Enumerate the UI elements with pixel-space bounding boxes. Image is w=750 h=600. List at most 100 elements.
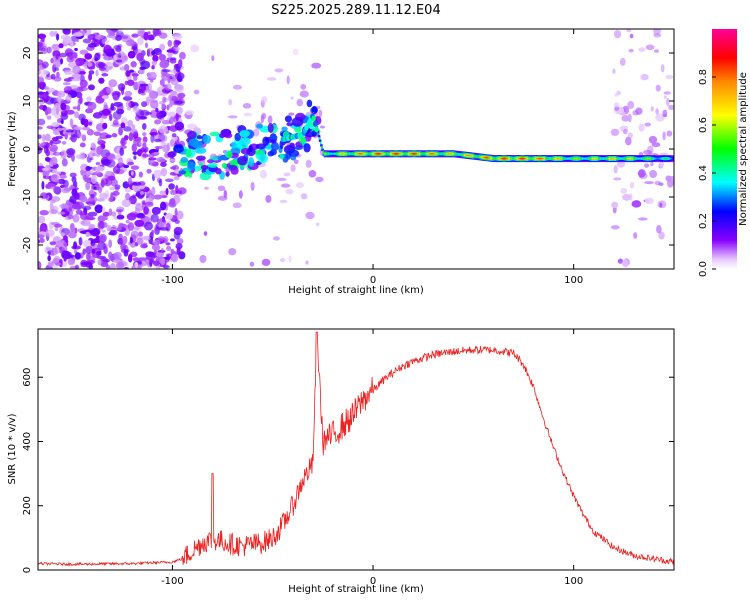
carrier-segment <box>606 157 608 160</box>
noise-speckle <box>176 74 182 82</box>
noise-speckle <box>261 112 267 120</box>
noise-speckle <box>86 170 94 175</box>
noise-speckle <box>45 229 55 237</box>
carrier-segment <box>524 157 527 160</box>
noise-speckle <box>166 49 174 53</box>
signal-blob <box>217 156 226 161</box>
noise-speckle <box>82 205 92 211</box>
noise-speckle <box>160 194 168 199</box>
noise-speckle <box>61 141 67 145</box>
noise-speckle <box>97 259 102 266</box>
noise-speckle <box>159 227 169 231</box>
carrier-segment <box>432 153 434 155</box>
carrier-segment <box>515 157 517 160</box>
noise-speckle <box>159 201 167 211</box>
spectrogram-ylabel: Frequency (Hz) <box>7 111 18 187</box>
noise-speckle <box>159 43 166 51</box>
noise-speckle <box>193 89 200 95</box>
noise-speckle <box>151 50 156 56</box>
noise-speckle <box>153 194 163 200</box>
noise-speckle <box>650 106 654 112</box>
noise-speckle <box>68 54 73 60</box>
carrier-segment <box>417 153 419 155</box>
carrier-segment <box>433 153 435 155</box>
carrier-segment <box>486 156 488 159</box>
noise-speckle <box>87 43 97 48</box>
noise-speckle <box>627 100 635 110</box>
carrier-segment <box>517 157 519 160</box>
signal-blob <box>194 147 207 154</box>
noise-speckle <box>41 134 46 142</box>
snr-line <box>38 331 674 567</box>
carrier-segment <box>519 157 522 160</box>
carrier-segment <box>410 153 412 155</box>
carrier-segment <box>627 157 629 160</box>
carrier-segment <box>428 153 430 155</box>
noise-speckle <box>153 29 162 37</box>
carrier-segment <box>451 153 453 155</box>
carrier-segment <box>586 157 588 160</box>
noise-speckle <box>178 59 183 67</box>
noise-speckle <box>85 165 91 172</box>
carrier-segment <box>444 153 446 155</box>
noise-speckle <box>293 159 299 165</box>
noise-speckle <box>637 217 648 221</box>
carrier-segment <box>568 157 570 160</box>
noise-speckle <box>300 83 307 90</box>
noise-speckle <box>90 174 97 184</box>
carrier-segment <box>429 153 432 155</box>
signal-blob <box>257 153 268 164</box>
noise-speckle <box>131 194 136 199</box>
noise-speckle <box>295 182 304 189</box>
noise-speckle <box>610 128 620 137</box>
noise-speckle <box>626 29 632 33</box>
carrier-segment <box>350 153 352 155</box>
noise-speckle <box>300 193 308 200</box>
carrier-segment <box>651 157 653 160</box>
noise-speckle <box>150 79 154 83</box>
carrier-segment <box>321 146 323 149</box>
noise-speckle <box>125 70 131 77</box>
noise-speckle <box>250 181 255 191</box>
noise-speckle <box>121 199 132 208</box>
noise-speckle <box>63 35 72 44</box>
noise-speckle <box>640 73 649 81</box>
signal-blob <box>269 135 278 140</box>
carrier-segment <box>446 153 448 155</box>
noise-speckle <box>131 124 136 130</box>
noise-speckle <box>613 165 618 174</box>
x-tick-label: 0 <box>370 576 376 587</box>
noise-speckle <box>94 34 104 40</box>
carrier-segment <box>671 157 673 160</box>
carrier-segment <box>605 157 607 160</box>
noise-speckle <box>164 178 174 183</box>
carrier-segment <box>368 153 370 155</box>
noise-speckle <box>97 220 105 230</box>
carrier-segment <box>362 153 364 155</box>
carrier-segment <box>386 153 388 155</box>
noise-speckle <box>162 96 167 103</box>
noise-speckle <box>168 94 173 101</box>
noise-speckle <box>217 185 226 192</box>
carrier-segment <box>438 153 440 155</box>
y-tick-label: -10 <box>22 189 33 205</box>
carrier-segment <box>582 157 584 160</box>
noise-speckle <box>631 200 642 208</box>
carrier-segment <box>553 157 556 160</box>
noise-speckle <box>53 59 61 69</box>
carrier-segment <box>659 157 661 160</box>
noise-speckle <box>228 247 237 256</box>
signal-blob <box>306 99 313 108</box>
noise-speckle <box>658 231 665 240</box>
y-tick-label: 0 <box>22 567 33 573</box>
carrier-segment <box>551 157 553 160</box>
noise-speckle <box>292 48 299 56</box>
carrier-segment <box>580 157 582 160</box>
carrier-segment <box>518 157 521 160</box>
carrier-segment <box>379 153 381 155</box>
noise-speckle <box>152 239 161 245</box>
noise-speckle <box>132 257 140 262</box>
noise-speckle <box>167 111 176 118</box>
noise-speckle <box>252 128 260 137</box>
noise-speckle <box>176 246 181 256</box>
